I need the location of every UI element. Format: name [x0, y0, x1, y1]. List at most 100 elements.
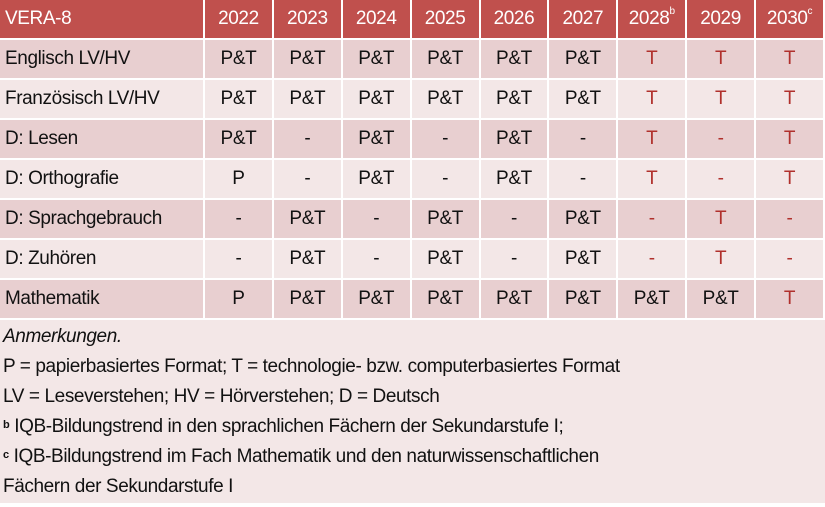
header-label: 2024 [355, 8, 397, 29]
format-cell: P&T [411, 80, 481, 120]
format-cell: P&T [411, 40, 481, 80]
notes-line: LV = Leseverstehen; HV = Hörverstehen; D… [3, 386, 440, 407]
footnote-mark: b [669, 6, 675, 17]
subject-cell: D: Zuhören [0, 240, 205, 280]
format-cell: P&T [480, 40, 550, 80]
table-row: D: Orthografie P - P&T - P&T - T - T [0, 160, 825, 200]
footnote-mark: b [3, 419, 10, 431]
format-cell: T [756, 120, 825, 160]
header-label: 2028 [628, 8, 670, 29]
format-cell: P&T [205, 80, 274, 120]
header-year: 2028b [618, 0, 688, 40]
format-cell: T [618, 160, 688, 200]
format-cell: P&T [273, 240, 343, 280]
format-cell: - [549, 160, 619, 200]
format-cell: - [411, 160, 481, 200]
header-year: 2025 [411, 0, 481, 40]
format-cell: T [756, 280, 825, 320]
table-row: D: Zuhören - P&T - P&T - P&T - T - [0, 240, 825, 280]
format-cell: P&T [549, 80, 619, 120]
header-year: 2026 [480, 0, 550, 40]
footnote-mark: c [3, 449, 9, 461]
format-cell: P&T [273, 80, 343, 120]
notes-line: P = papierbasiertes Format; T = technolo… [3, 356, 620, 377]
format-cell: P&T [480, 120, 550, 160]
format-cell: T [687, 40, 756, 80]
format-cell: P&T [411, 240, 481, 280]
header-title: VERA-8 [0, 0, 205, 40]
footnote-text: IQB-Bildungstrend im Fach Mathematik und… [8, 446, 600, 467]
format-cell: P&T [411, 280, 481, 320]
subject-cell: D: Lesen [0, 120, 205, 160]
format-cell: T [618, 80, 688, 120]
format-cell: T [687, 240, 756, 280]
header-label: 2029 [700, 8, 741, 29]
format-cell: P&T [480, 80, 550, 120]
subject-cell: Französisch LV/HV [0, 80, 205, 120]
format-cell: T [756, 160, 825, 200]
format-cell: P [205, 160, 274, 200]
notes-title: Anmerkungen. [3, 326, 122, 347]
format-cell: - [687, 120, 756, 160]
subject-cell: D: Sprachgebrauch [0, 200, 205, 240]
format-cell: T [618, 120, 688, 160]
header-label: 2030 [766, 8, 808, 29]
vera-table: VERA-8 2022 2023 2024 2025 2026 2027 2028b 2029 2… [0, 0, 825, 320]
format-cell: - [687, 160, 756, 200]
format-cell: P&T [273, 200, 343, 240]
table-row: D: Lesen P&T - P&T - P&T - T - T [0, 120, 825, 160]
subject-cell: D: Orthografie [0, 160, 205, 200]
format-cell: P&T [549, 240, 619, 280]
footnote-c: c IQB-Bildungstrend im Fach Mathematik u… [3, 442, 822, 472]
format-cell: - [411, 120, 481, 160]
subject-cell: Englisch LV/HV [0, 40, 205, 80]
format-cell: P&T [273, 280, 343, 320]
header-row: VERA-8 2022 2023 2024 2025 2026 2027 2028b 2029 2… [0, 0, 825, 40]
notes: Anmerkungen. P = papierbasiertes Format;… [0, 320, 825, 503]
format-cell: P&T [342, 80, 412, 120]
table-row: Mathematik P P&T P&T P&T P&T P&T P&T P&T T [0, 280, 825, 320]
header-label: 2022 [218, 8, 259, 29]
header-label: VERA-8 [5, 8, 72, 29]
header-year: 2022 [205, 0, 274, 40]
format-cell: - [618, 240, 688, 280]
header-label: 2025 [424, 8, 466, 29]
table-row: Englisch LV/HV P&T P&T P&T P&T P&T P&T T T T [0, 40, 825, 80]
format-cell: T [756, 80, 825, 120]
format-cell: - [618, 200, 688, 240]
format-cell: - [342, 240, 412, 280]
format-cell: P&T [342, 160, 412, 200]
format-cell: P&T [411, 200, 481, 240]
header-year: 2029 [687, 0, 756, 40]
format-cell: T [687, 80, 756, 120]
format-cell: T [687, 200, 756, 240]
format-cell: - [273, 160, 343, 200]
format-cell: - [549, 120, 619, 160]
format-cell: P&T [618, 280, 688, 320]
header-label: 2023 [286, 8, 328, 29]
format-cell: P&T [549, 40, 619, 80]
header-year: 2027 [549, 0, 619, 40]
table-row: D: Sprachgebrauch - P&T - P&T - P&T - T - [0, 200, 825, 240]
subject-cell: Mathematik [0, 280, 205, 320]
format-cell: - [756, 240, 825, 280]
format-cell: P [205, 280, 274, 320]
format-cell: - [205, 200, 274, 240]
format-cell: - [480, 200, 550, 240]
format-cell: P&T [205, 120, 274, 160]
table-row: Französisch LV/HV P&T P&T P&T P&T P&T P&T T T T [0, 80, 825, 120]
footnote-mark: c [807, 6, 813, 17]
header-label: 2027 [562, 8, 604, 29]
format-cell: - [342, 200, 412, 240]
header-year: 2024 [342, 0, 412, 40]
format-cell: - [756, 200, 825, 240]
header-year: 2023 [273, 0, 343, 40]
format-cell: T [756, 40, 825, 80]
format-cell: P&T [205, 40, 274, 80]
format-cell: P&T [549, 200, 619, 240]
footnote-text: IQB-Bildungstrend in den sprachlichen Fä… [9, 416, 564, 437]
format-cell: P&T [342, 120, 412, 160]
format-cell: - [205, 240, 274, 280]
format-cell: P&T [342, 280, 412, 320]
